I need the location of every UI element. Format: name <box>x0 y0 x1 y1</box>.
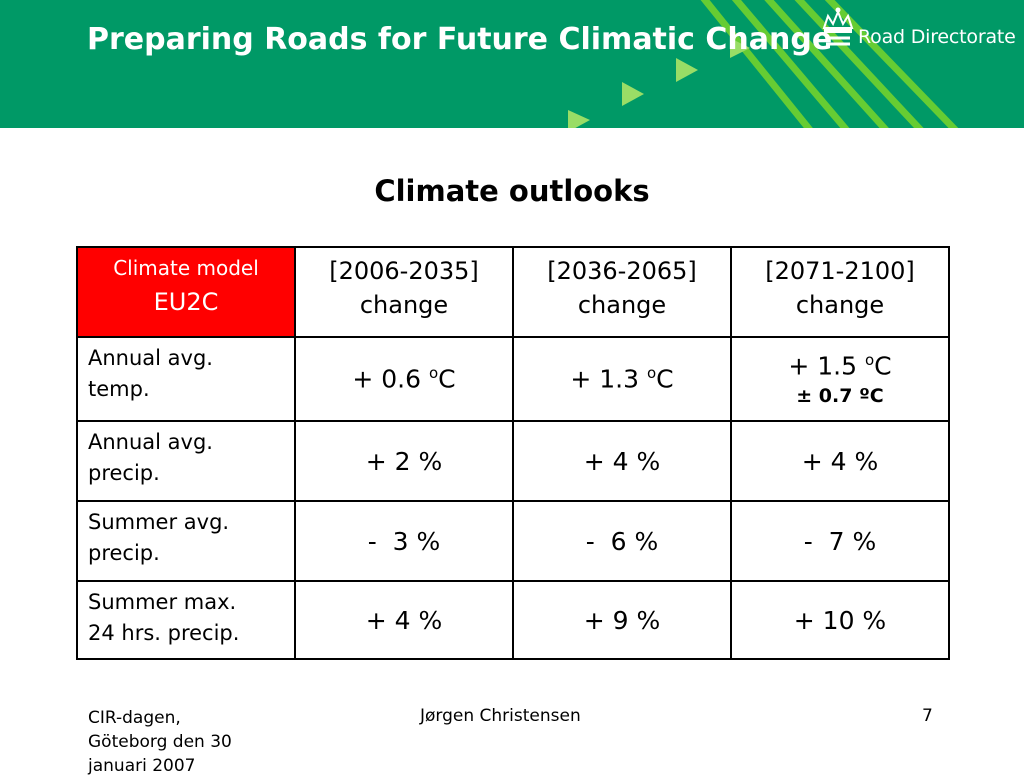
period-range: [2006-2035] <box>329 257 479 285</box>
crown-icon <box>822 7 854 46</box>
row-label: Annual avg. precip. <box>76 420 296 502</box>
row-label-line: 24 hrs. precip. <box>88 621 240 645</box>
table-cell: + 10 % <box>730 580 950 660</box>
cell-unit: C <box>874 351 892 381</box>
row-label-line: temp. <box>88 377 150 401</box>
banner-arrow <box>676 58 698 82</box>
table-cell: + 0.6 oC <box>294 336 514 422</box>
banner-arrow <box>622 82 644 106</box>
table-row: Annual avg. temp. + 0.6 oC + 1.3 oC + 1.… <box>76 336 950 422</box>
banner-stripe <box>700 0 813 128</box>
table-cell: + 4 % <box>730 420 950 502</box>
cell-value: + 0.6 <box>352 364 429 394</box>
degree-sup: o <box>646 364 657 383</box>
row-label-line: Annual avg. <box>88 346 213 370</box>
row-label-line: Annual avg. <box>88 430 213 454</box>
footer-event-line: januari 2007 <box>88 756 196 776</box>
row-label-line: precip. <box>88 461 160 485</box>
row-label-line: Summer avg. <box>88 510 230 534</box>
table-row: Summer max. 24 hrs. precip. + 4 % + 9 % … <box>76 580 950 660</box>
banner-stripe <box>824 0 959 128</box>
title-banner: Preparing Roads for Future Climatic Chan… <box>0 0 1024 128</box>
row-label: Summer max. 24 hrs. precip. <box>76 580 296 660</box>
banner-arrow <box>730 38 750 58</box>
table-cell: + 4 % <box>294 580 514 660</box>
banner-stripe <box>764 0 889 128</box>
uncertainty-note: ± 0.7 ºC <box>796 384 884 407</box>
table-row: Annual avg. precip. + 2 % + 4 % + 4 % <box>76 420 950 502</box>
footer-event-line: Göteborg den 30 <box>88 732 232 752</box>
banner-stripe <box>794 0 924 128</box>
row-label-line: Summer max. <box>88 590 237 614</box>
cell-value: + 1.5 <box>788 351 865 381</box>
table-cell: + 4 % <box>512 420 732 502</box>
period-header: [2036-2065] change <box>512 246 732 338</box>
table-cell: - 3 % <box>294 500 514 582</box>
degree-sup: o <box>864 351 875 370</box>
cell-unit: C <box>656 364 674 394</box>
climate-outlook-table: Climate model EU2C [2006-2035] change [2… <box>76 246 950 660</box>
table-row: Summer avg. precip. - 3 % - 6 % - 7 % <box>76 500 950 582</box>
banner-arrow <box>568 110 590 128</box>
table-cell: + 9 % <box>512 580 732 660</box>
period-header: [2006-2035] change <box>294 246 514 338</box>
period-header: [2071-2100] change <box>730 246 950 338</box>
cell-unit: C <box>438 364 456 394</box>
period-label: change <box>577 291 667 319</box>
climate-model-label: Climate model <box>113 256 259 280</box>
row-label-line: precip. <box>88 541 160 565</box>
period-label: change <box>795 291 885 319</box>
period-range: [2036-2065] <box>547 257 697 285</box>
slide-title: Preparing Roads for Future Climatic Chan… <box>87 22 833 57</box>
footer-event: CIR-dagen, Göteborg den 30 januari 2007 <box>88 706 278 778</box>
page-number: 7 <box>922 706 933 726</box>
footer-event-line: CIR-dagen, <box>88 708 181 728</box>
table-cell: + 1.5 oC ± 0.7 ºC <box>730 336 950 422</box>
period-label: change <box>359 291 449 319</box>
climate-model-cell: Climate model EU2C <box>76 246 296 338</box>
period-range: [2071-2100] <box>765 257 915 285</box>
cell-value: + 1.3 <box>570 364 647 394</box>
banner-decoration <box>568 0 959 128</box>
row-label: Summer avg. precip. <box>76 500 296 582</box>
logo-text: Road Directorate <box>858 26 1016 48</box>
row-label: Annual avg. temp. <box>76 336 296 422</box>
table-header-row: Climate model EU2C [2006-2035] change [2… <box>76 246 950 338</box>
banner-stripe <box>731 0 850 128</box>
table-cell: + 1.3 oC <box>512 336 732 422</box>
climate-model-name: EU2C <box>153 288 219 316</box>
table-cell: - 7 % <box>730 500 950 582</box>
road-directorate-logo: Road Directorate <box>820 6 1020 56</box>
slide-subtitle: Climate outlooks <box>374 174 650 208</box>
footer-author: Jørgen Christensen <box>420 706 581 726</box>
degree-sup: o <box>428 364 439 383</box>
table-cell: + 2 % <box>294 420 514 502</box>
table-cell: - 6 % <box>512 500 732 582</box>
